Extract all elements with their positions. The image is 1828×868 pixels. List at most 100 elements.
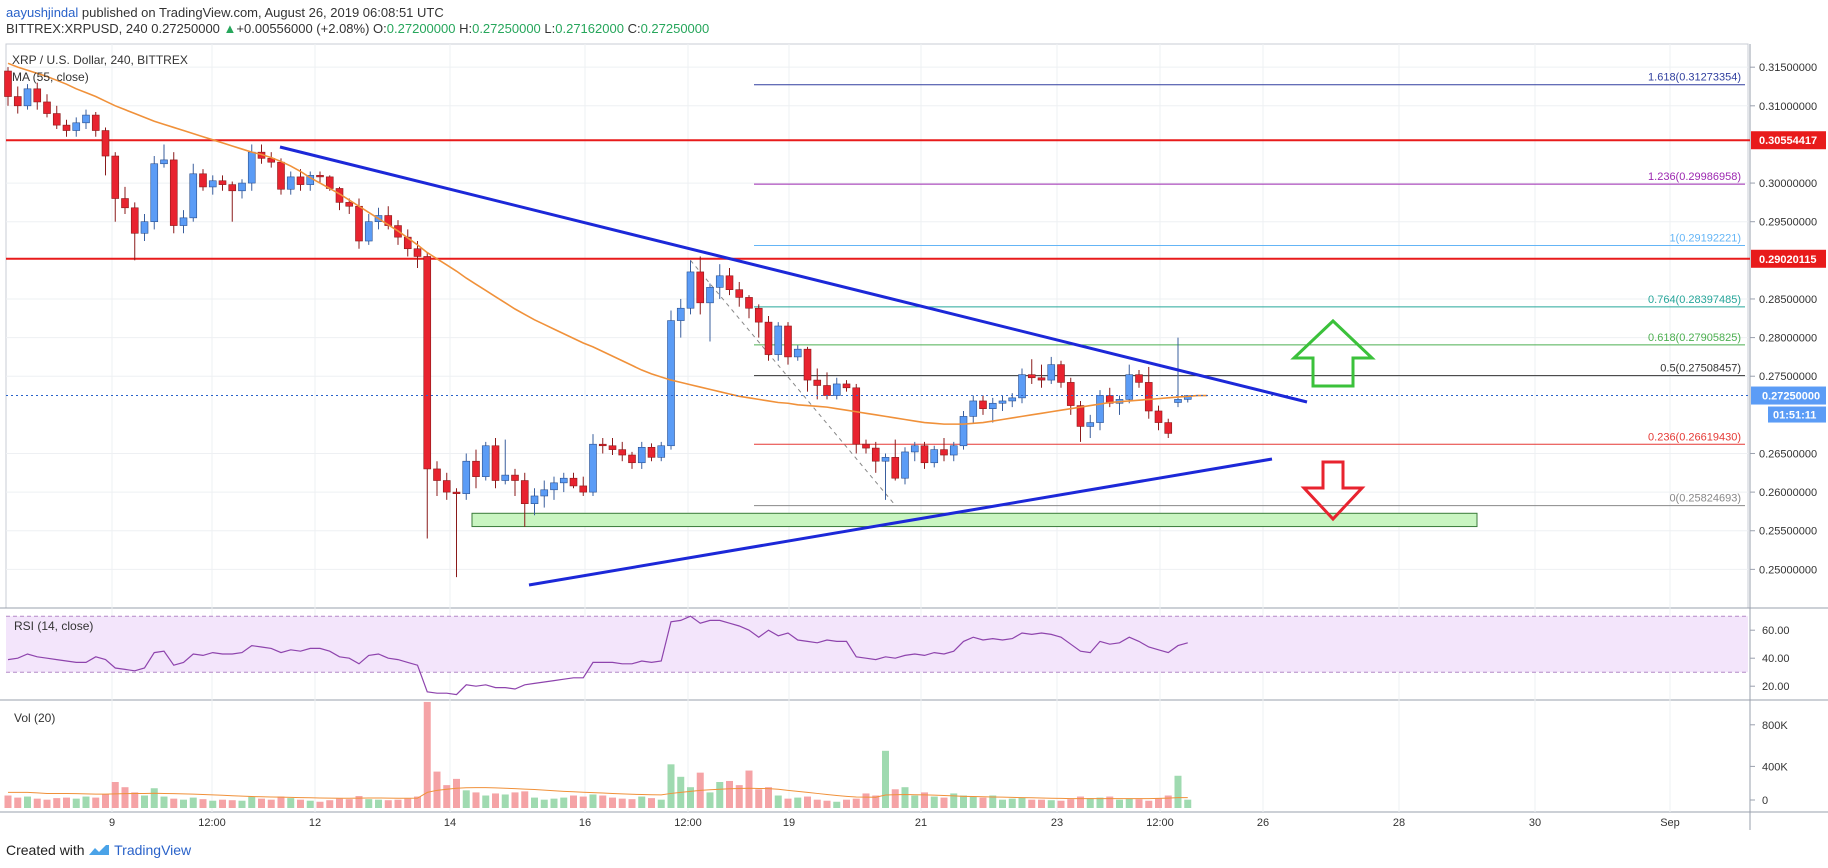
candle-body (745, 297, 753, 309)
candle-body (345, 202, 354, 207)
volume-bar (618, 798, 626, 808)
volume-bar (950, 793, 958, 808)
volume-bar (1028, 799, 1036, 808)
price-tick-label: 0.30000000 (1759, 178, 1817, 190)
last-price-label-bg (1751, 386, 1826, 405)
candle-body (1008, 397, 1017, 402)
candle-body (891, 457, 900, 479)
price-axis[interactable]: 0.31500000 0.31000000 0.30000000 0.29500000… (1750, 62, 1817, 576)
volume-bar (667, 764, 675, 808)
volume-bar (121, 787, 129, 808)
last-price-label: 0.27250000 (1762, 391, 1820, 403)
volume-bar (297, 799, 304, 808)
resistance-lines: 0.30554417 0.29020115 (6, 131, 1826, 268)
candle-body (218, 180, 227, 185)
ohlc-bar: BITTREX:XRPUSD, 240 0.27250000 ▲+0.00556… (6, 21, 709, 36)
volume-bar (414, 796, 421, 808)
price-tick-label: 0.27500000 (1759, 371, 1817, 383)
candle-body (1018, 374, 1026, 399)
volume-bar (24, 796, 31, 808)
volume-bar (394, 799, 402, 808)
resistance-label: 0.29020115 (1759, 254, 1817, 266)
volume-bar (472, 792, 480, 808)
open-label: O: (373, 21, 387, 36)
candle-body (871, 447, 880, 462)
volume-bar (423, 701, 431, 808)
candle-body (803, 348, 812, 381)
author-link[interactable]: aayushjindal (6, 5, 79, 20)
volume-bar (706, 792, 714, 808)
candle-body (472, 460, 480, 477)
volume-bar (765, 787, 772, 808)
volume-bar (238, 800, 246, 808)
volume-ma-line (8, 787, 1188, 800)
low-label: L: (544, 21, 556, 36)
volume-bar (716, 782, 724, 808)
time-tick-label: 12 (309, 817, 321, 829)
volume-bar (43, 799, 51, 808)
candle-body (881, 457, 890, 462)
volume-bar (345, 799, 353, 808)
volume-bar (960, 795, 967, 808)
candle-body (43, 101, 51, 114)
volume-bar (735, 785, 743, 808)
volume-bar (638, 796, 646, 808)
candle-body (501, 474, 510, 481)
price-tick-label: 0.25000000 (1759, 564, 1817, 576)
volume-bar (1184, 799, 1192, 808)
candle-body (121, 198, 129, 209)
rsi-line (7, 615, 1188, 696)
candle-body (764, 321, 773, 355)
symbol-label: BITTREX:XRPUSD, 240 (6, 21, 148, 36)
volume-bar (53, 798, 61, 808)
candle-body (277, 161, 285, 190)
time-tick-label: 9 (109, 817, 115, 829)
volume-bar (14, 797, 22, 808)
candle-body (4, 70, 12, 97)
candle-body (208, 180, 217, 188)
candle-body (530, 495, 539, 504)
price-chart[interactable]: 1.618(0.31273354) 1.236(0.29986958) 1(0.29… (0, 0, 1828, 840)
up-triangle-icon: ▲ (223, 21, 237, 36)
candle-body (160, 159, 168, 165)
volume-bar (1155, 798, 1162, 808)
volume-bar (453, 778, 460, 808)
time-tick-label: Sep (1660, 817, 1680, 829)
candle-body (364, 221, 373, 242)
ma-55-line (7, 62, 1208, 425)
time-axis[interactable]: 9 12:00 12 14 16 12:00 19 21 23 12:00 26 28 30 Sep (109, 817, 1680, 829)
candle-body (1037, 377, 1046, 381)
candle-body (686, 271, 695, 309)
volume-bar (102, 794, 109, 808)
candle-body (540, 489, 549, 497)
price-tick-label: 0.25500000 (1759, 526, 1817, 538)
volume-bar (170, 798, 178, 808)
candle-body (111, 155, 120, 199)
volume-bar (433, 771, 441, 808)
time-tick-label: 12:00 (198, 817, 226, 829)
candle-body (316, 175, 324, 178)
volume-bar (989, 795, 997, 808)
volume-bar (267, 799, 275, 808)
volume-bar (1164, 795, 1172, 808)
volume-bar (628, 799, 636, 808)
candle-body (33, 88, 42, 103)
volume-bar (599, 795, 607, 808)
volume-bar (1018, 797, 1026, 808)
tradingview-link[interactable]: TradingView (114, 842, 192, 858)
grid-lines (0, 43, 1828, 830)
candle-body (774, 325, 783, 355)
low-value: 0.27162000 (555, 21, 624, 36)
rsi-tick-label: 60.00 (1762, 625, 1790, 637)
volume-panel: 800K 400K 0 (4, 701, 1788, 808)
candle-body (920, 445, 929, 464)
candle-body (569, 477, 578, 487)
candle-body (1154, 410, 1163, 423)
volume-bar (969, 796, 977, 808)
volume-bar (1047, 800, 1055, 808)
candle-body (813, 379, 822, 386)
candle-body (91, 114, 100, 131)
fib-anchor-line (690, 260, 896, 506)
green-up-arrow-icon (1290, 318, 1376, 388)
resistance-label: 0.30554417 (1759, 135, 1817, 147)
